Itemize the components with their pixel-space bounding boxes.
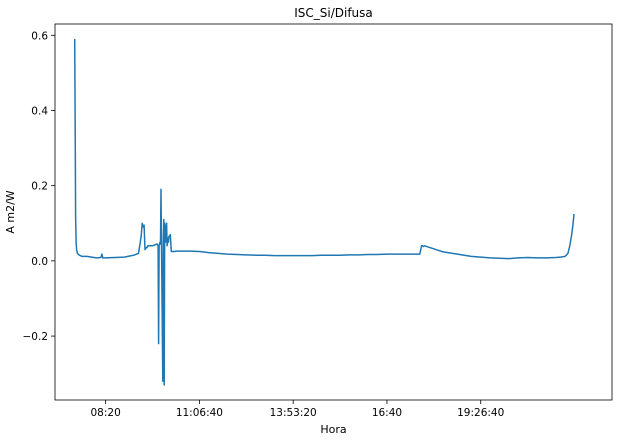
y-tick-label: −0.2 — [23, 331, 49, 343]
x-axis-label: Hora — [320, 423, 346, 436]
x-tick-label: 19:26:40 — [457, 407, 504, 419]
y-tick-label: 0.0 — [31, 256, 48, 268]
plot-area — [54, 23, 613, 401]
y-tick-label: 0.2 — [31, 181, 48, 193]
chart-title: ISC_Si/Difusa — [294, 6, 373, 20]
y-tick-label: 0.6 — [31, 30, 48, 42]
x-tick-label: 16:40 — [372, 407, 402, 419]
y-axis: −0.2 0.0 0.2 0.4 0.6 — [23, 30, 55, 343]
y-tick-label: 0.4 — [31, 105, 48, 117]
x-tick-label: 13:53:20 — [270, 407, 317, 419]
y-axis-label: A m2/W — [4, 190, 17, 233]
series-line — [73, 38, 575, 386]
x-tick-label: 11:06:40 — [176, 407, 223, 419]
x-axis: 08:20 11:06:40 13:53:20 16:40 19:26:40 — [91, 400, 504, 419]
x-tick-label: 08:20 — [91, 407, 121, 419]
